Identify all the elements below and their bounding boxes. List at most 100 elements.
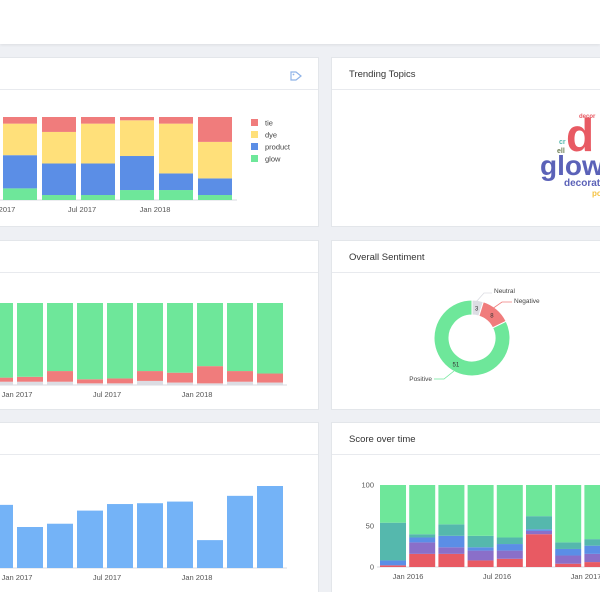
bar-segment-red [438, 553, 465, 567]
bar-segment-glow [159, 190, 193, 200]
slice-value-label: 8 [490, 313, 494, 319]
word-cloud-word[interactable]: glow [540, 150, 600, 181]
word-cloud-word[interactable]: decor [579, 114, 596, 120]
slice-label-positive: Positive [409, 376, 432, 383]
bar-segment-green [467, 485, 494, 536]
bar-segment-green [380, 485, 406, 523]
bar-segment-positive [137, 303, 163, 372]
legend-swatch-glow [251, 155, 258, 162]
bar-segment-positive [167, 303, 193, 373]
bar-segment-positive [0, 303, 13, 378]
bar-segment-positive [257, 303, 283, 374]
volume-bar-chart: Jan 2017 Jul 2017 Jan 2018 [0, 486, 287, 582]
bar-segment-dye [120, 120, 154, 157]
bar-segment-positive [17, 303, 43, 377]
card-header: Score over time [332, 423, 600, 455]
score-over-time-card: Score over time 100 50 0 Jan 2016 Jul 2016 Ja… [331, 422, 600, 592]
x-tick-label: Jan 2018 [182, 573, 213, 582]
volume-card: Jan 2017 Jul 2017 Jan 2018 [0, 422, 319, 592]
topic-volume-card: 2017 Jul 2017 Jan 2018 tie dye product glow [0, 57, 319, 227]
bar-segment-tie [81, 117, 115, 124]
volume-bar [137, 503, 163, 568]
bar-segment-blue [380, 560, 406, 566]
bar-segment-blue [584, 545, 600, 554]
sentiment-stacked-chart: Jan 2017 Jul 2017 Jan 2018 [0, 303, 287, 399]
slice-value-label: 3 [475, 306, 479, 312]
bar-segment-dye [81, 123, 115, 164]
volume-bar [257, 486, 283, 568]
top-bar [0, 0, 600, 44]
bar-segment-purple [555, 555, 582, 564]
word-cloud-word[interactable]: po [592, 189, 600, 198]
word-cloud-word[interactable]: cr [559, 139, 566, 146]
bar-segment-neutral [137, 380, 163, 385]
bar-segment-neutral [227, 381, 253, 385]
sentiment-donut-chart: 3 8 51 Neutral Negative Positive [409, 288, 540, 383]
bar-segment-positive [77, 303, 103, 380]
x-tick-label: Jan 2018 [140, 205, 171, 214]
bar-segment-purple [496, 550, 523, 559]
bar-segment-negative [227, 371, 253, 382]
bar-segment-blue [467, 547, 494, 551]
y-tick-label: 100 [361, 481, 374, 490]
legend-label-tie: tie [265, 119, 273, 128]
x-tick-label: Jul 2017 [93, 390, 121, 399]
bar-segment-green [409, 485, 436, 535]
bar-segment-neutral [17, 381, 43, 385]
word-cloud-word[interactable]: decorat [564, 178, 600, 189]
bar-segment-positive [107, 303, 133, 379]
bar-segment-dye [198, 141, 232, 179]
bar-segment-negative [17, 376, 43, 382]
bar-segment-glow [198, 195, 232, 200]
bar-segment-neutral [47, 381, 73, 385]
bar-segment-negative [77, 379, 103, 384]
legend-swatch-dye [251, 131, 258, 138]
bar-segment-product [120, 156, 154, 191]
bar-segment-red [380, 565, 406, 567]
word-cloud-word[interactable]: ell [557, 148, 565, 155]
bar-segment-teal [438, 524, 465, 536]
bar-segment-red [584, 562, 600, 567]
bar-segment-neutral [167, 382, 193, 385]
bar-segment-negative [0, 377, 13, 382]
bar-segment-positive [197, 303, 223, 367]
overall-sentiment-card: Overall Sentiment 3 8 51 Neutral Negative Pos… [331, 240, 600, 410]
x-tick-label: Jan 2017 [2, 390, 33, 399]
x-tick-label: Jul 2017 [93, 573, 121, 582]
bar-segment-purple [467, 550, 494, 561]
card-header: Trending Topics [332, 58, 600, 90]
slice-label-negative: Negative [514, 298, 540, 305]
bar-segment-red [496, 558, 523, 567]
bar-segment-dye [159, 123, 193, 174]
bar-segment-teal [409, 534, 436, 538]
volume-bar [0, 504, 13, 568]
bar-segment-teal [467, 535, 494, 548]
card-header: Overall Sentiment [332, 241, 600, 273]
y-tick-label: 0 [370, 563, 374, 572]
bar-segment-green [584, 485, 600, 540]
bar-segment-teal [496, 537, 523, 545]
overall-sentiment-title: Overall Sentiment [349, 252, 425, 263]
volume-bar [167, 501, 193, 568]
volume-bar [227, 495, 253, 568]
bar-segment-blue [438, 535, 465, 548]
bar-segment-negative [257, 373, 283, 383]
trending-topics-title: Trending Topics [349, 69, 416, 80]
bar-segment-neutral [257, 382, 283, 385]
bar-segment-product [159, 173, 193, 191]
bar-segment-dye [3, 123, 37, 156]
trending-topics-card: Trending Topics d decor cr ell glow deco… [331, 57, 600, 227]
volume-bar [197, 540, 223, 568]
bar-segment-tie [3, 117, 37, 124]
x-tick-label: 2017 [0, 205, 15, 214]
bar-segment-positive [47, 303, 73, 372]
bar-segment-negative [137, 371, 163, 381]
bar-segment-glow [3, 188, 37, 200]
leader-line [434, 370, 455, 380]
bar-segment-tie [120, 117, 154, 121]
bar-segment-negative [197, 366, 223, 384]
word-cloud-word[interactable]: d [566, 109, 595, 161]
tag-icon[interactable] [290, 68, 302, 86]
slice-label-neutral: Neutral [494, 288, 516, 295]
legend-swatch-product [251, 143, 258, 150]
